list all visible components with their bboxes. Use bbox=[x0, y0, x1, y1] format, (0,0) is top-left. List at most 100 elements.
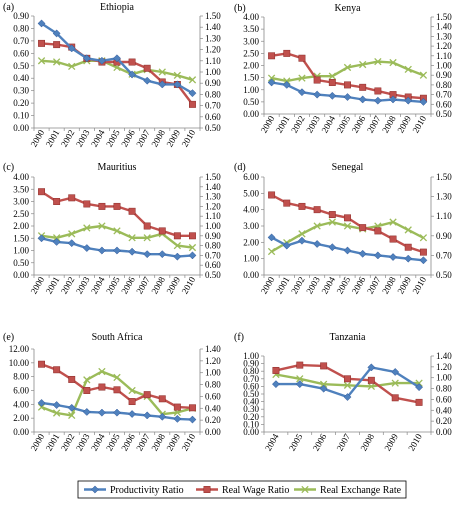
x-tick-label: 2010 bbox=[406, 432, 424, 453]
x-tick-label: 2008 bbox=[149, 432, 167, 453]
data-point-real-exchange-rate bbox=[389, 218, 397, 226]
data-point-productivity-ratio bbox=[67, 403, 76, 412]
data-point-real-exchange-rate bbox=[52, 58, 61, 66]
data-point-real-wage-ratio bbox=[128, 207, 136, 215]
y-tick-label-left: 5.00 bbox=[243, 188, 259, 198]
y-tick-label-left: 12.00 bbox=[9, 344, 30, 354]
data-point-real-wage-ratio bbox=[313, 76, 321, 84]
x-tick-label: 2008 bbox=[380, 275, 398, 296]
data-point-productivity-ratio bbox=[298, 236, 306, 245]
legend-label: Productivity Ratio bbox=[110, 485, 184, 496]
y-tick-label-right: 0.70 bbox=[205, 101, 221, 111]
y-tick-label-right: 0.70 bbox=[205, 250, 221, 260]
x-tick-label: 2010 bbox=[410, 114, 428, 135]
y-tick-label-right: 0.50 bbox=[436, 109, 452, 119]
data-point-real-wage-ratio bbox=[68, 194, 76, 202]
x-tick-label: 2004 bbox=[319, 114, 337, 135]
data-point-productivity-ratio bbox=[37, 398, 46, 407]
data-point-real-exchange-rate bbox=[404, 65, 412, 74]
y-tick-label-left: 0.40 bbox=[243, 397, 259, 407]
series-line-real-wage-ratio bbox=[41, 363, 193, 409]
data-point-real-exchange-rate bbox=[173, 241, 182, 250]
data-point-productivity-ratio bbox=[271, 380, 280, 389]
x-tick-label: 2008 bbox=[149, 275, 167, 296]
data-point-real-wage-ratio bbox=[389, 235, 397, 243]
x-tick-label: 2005 bbox=[335, 114, 353, 135]
data-point-real-exchange-rate bbox=[128, 234, 136, 242]
data-point-productivity-ratio bbox=[52, 401, 61, 409]
x-tick-label: 2006 bbox=[119, 128, 137, 149]
data-point-real-exchange-rate bbox=[128, 386, 136, 395]
y-tick-label-right: 1.20 bbox=[436, 362, 452, 372]
data-point-real-exchange-rate bbox=[419, 71, 428, 79]
y-tick-label-left: 1.00 bbox=[243, 254, 259, 264]
y-tick-label-right: 1.00 bbox=[436, 61, 452, 71]
y-tick-label-right: 0.60 bbox=[436, 99, 452, 109]
panel-title: Senegal bbox=[332, 162, 364, 173]
y-tick-label-left: 4.00 bbox=[243, 12, 259, 22]
y-tick-label-right: 1.40 bbox=[436, 22, 452, 32]
x-tick-label: 2005 bbox=[287, 432, 305, 453]
y-tick-label-left: 1.00 bbox=[13, 246, 29, 256]
y-tick-label-right: 0.90 bbox=[436, 231, 452, 241]
data-point-productivity-ratio bbox=[128, 247, 137, 256]
data-point-productivity-ratio bbox=[82, 244, 91, 253]
y-tick-label-right: 1.30 bbox=[205, 192, 221, 202]
x-tick-label: 2000 bbox=[29, 275, 47, 296]
data-point-real-exchange-rate bbox=[98, 222, 106, 230]
y-tick-label-right: 0.60 bbox=[205, 260, 221, 270]
y-tick-label-right: 0.40 bbox=[205, 403, 221, 413]
data-point-real-exchange-rate bbox=[343, 63, 352, 72]
data-point-productivity-ratio bbox=[97, 408, 106, 417]
legend-label: Real Exchange Rate bbox=[320, 485, 402, 496]
x-tick-label: 2009 bbox=[395, 275, 413, 296]
x-tick-label: 2010 bbox=[410, 275, 428, 296]
y-tick-label-right: 1.30 bbox=[436, 31, 452, 41]
y-tick-label-right: 0.80 bbox=[205, 380, 221, 390]
data-point-productivity-ratio bbox=[97, 246, 106, 255]
data-point-real-exchange-rate bbox=[37, 403, 46, 411]
y-tick-label-right: 1.10 bbox=[436, 211, 452, 221]
data-point-real-wage-ratio bbox=[158, 227, 166, 235]
data-point-productivity-ratio bbox=[389, 95, 397, 104]
y-tick-label-right: 1.40 bbox=[436, 351, 452, 361]
data-point-real-exchange-rate bbox=[359, 60, 367, 69]
data-point-productivity-ratio bbox=[82, 54, 91, 63]
y-tick-label-left: 0.90 bbox=[13, 11, 29, 21]
data-point-real-exchange-rate bbox=[68, 411, 76, 420]
y-tick-label-left: 1.50 bbox=[13, 233, 29, 243]
data-point-real-wage-ratio bbox=[268, 52, 276, 60]
data-point-real-exchange-rate bbox=[419, 234, 428, 242]
data-point-real-wage-ratio bbox=[38, 188, 45, 196]
data-point-productivity-ratio bbox=[404, 96, 413, 105]
data-point-real-wage-ratio bbox=[367, 376, 375, 384]
y-tick-label-right: 1.00 bbox=[205, 67, 221, 77]
x-tick-label: 2002 bbox=[59, 275, 77, 296]
data-point-real-exchange-rate bbox=[52, 409, 61, 417]
panel-title: Kenya bbox=[334, 3, 361, 14]
data-point-real-wage-ratio bbox=[298, 202, 306, 210]
panel-title: Ethiopia bbox=[100, 2, 134, 13]
data-point-real-exchange-rate bbox=[298, 74, 306, 82]
y-tick-label-right: 1.10 bbox=[205, 56, 221, 66]
data-point-productivity-ratio bbox=[97, 56, 106, 65]
y-tick-label-right: 1.00 bbox=[205, 368, 221, 378]
y-tick-label-right: 0.80 bbox=[436, 80, 452, 90]
y-tick-label-left: 0.30 bbox=[243, 404, 259, 414]
data-point-real-wage-ratio bbox=[344, 375, 351, 383]
data-point-real-wage-ratio bbox=[189, 404, 196, 412]
data-point-productivity-ratio bbox=[419, 97, 428, 106]
x-tick-label: 2002 bbox=[59, 432, 77, 453]
data-point-real-wage-ratio bbox=[143, 64, 151, 72]
y-tick-label-left: 0.60 bbox=[13, 48, 29, 58]
y-tick-label-left: 4.00 bbox=[13, 399, 29, 409]
y-tick-label-right: 0.20 bbox=[205, 415, 221, 425]
x-tick-label: 2000 bbox=[259, 275, 277, 296]
y-tick-label-right: 1.10 bbox=[205, 211, 221, 221]
data-point-productivity-ratio bbox=[128, 70, 137, 79]
y-tick-label-right: 0.90 bbox=[205, 231, 221, 241]
x-tick-label: 2007 bbox=[365, 114, 383, 135]
y-tick-label-left: 0.00 bbox=[13, 270, 29, 280]
